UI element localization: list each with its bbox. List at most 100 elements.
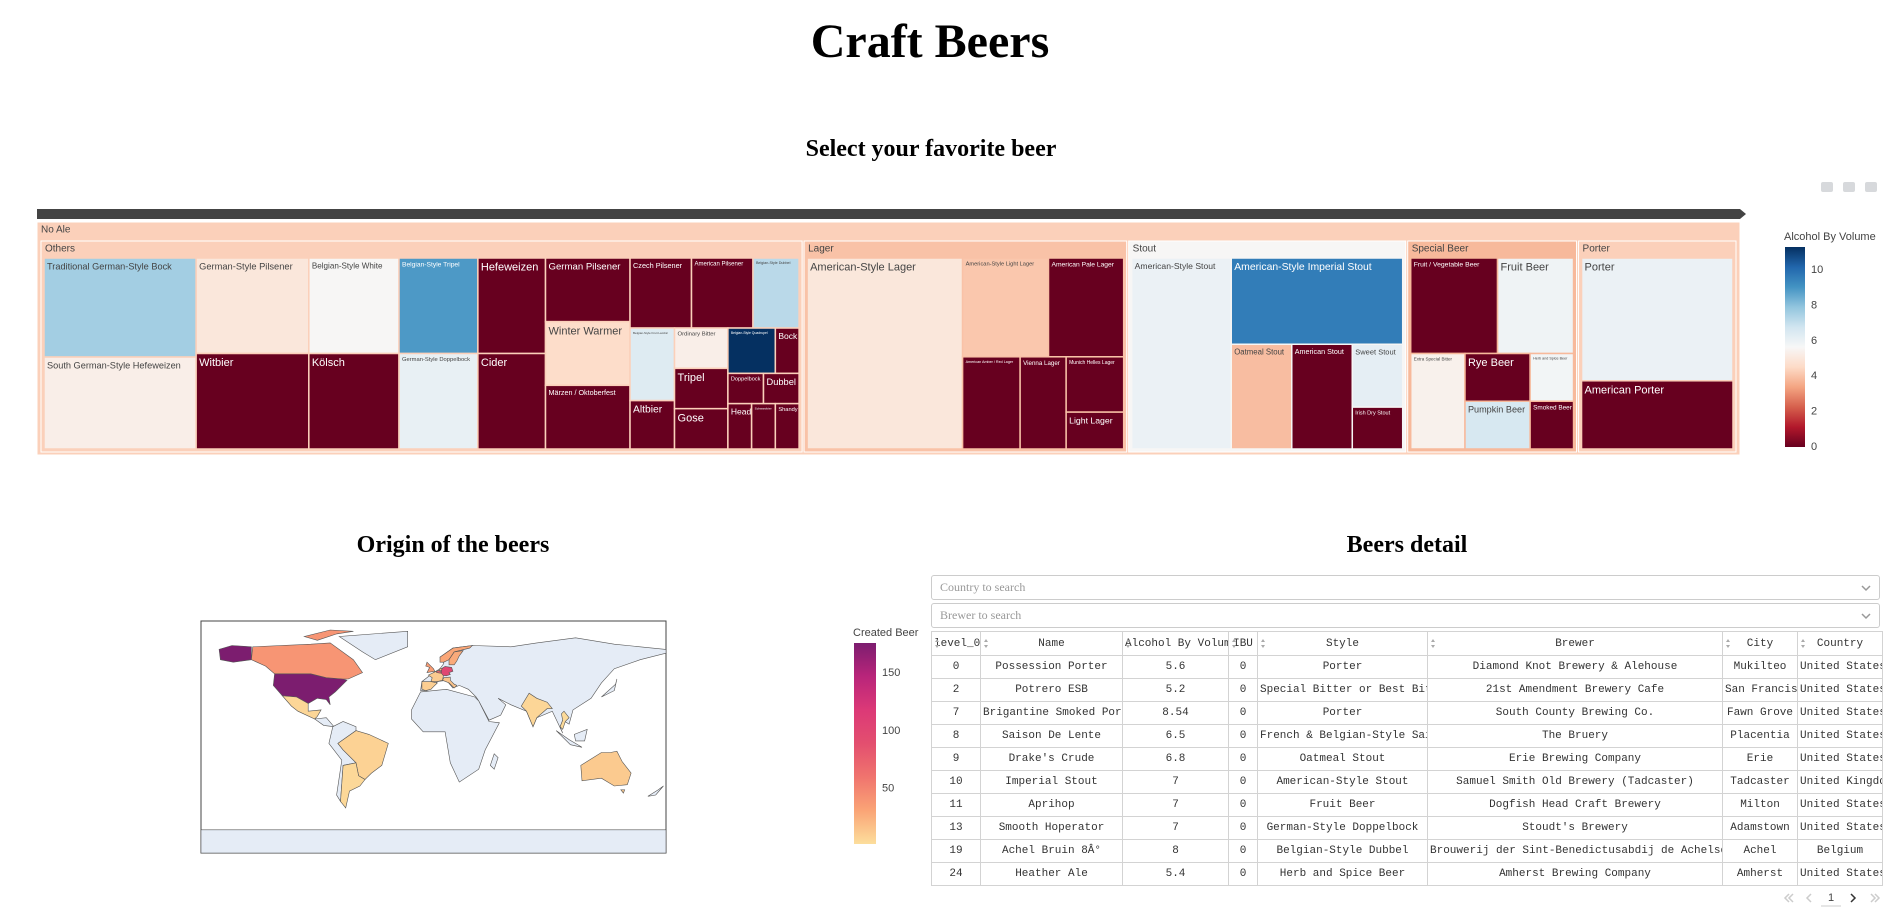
treemap-leaf[interactable]	[727, 327, 777, 375]
column-header[interactable]: City	[1722, 631, 1798, 656]
country[interactable]	[520, 692, 553, 728]
treemap-pathbar[interactable]	[37, 209, 1746, 219]
treemap-leaf[interactable]	[308, 352, 400, 450]
country[interactable]	[425, 661, 436, 673]
treemap-leaf[interactable]	[1464, 400, 1531, 450]
leaf-label: American Amber / Red Lager	[966, 360, 1014, 364]
country[interactable]	[441, 666, 454, 677]
treemap-leaf[interactable]	[752, 257, 800, 329]
treemap-leaf[interactable]	[544, 320, 631, 387]
treemap-leaf[interactable]	[1409, 352, 1466, 450]
leaf-label: Munich Helles Lager	[1069, 360, 1115, 366]
treemap-leaf[interactable]	[961, 257, 1050, 358]
column-header[interactable]: Alcohol By Volume	[1122, 631, 1229, 656]
land	[411, 688, 500, 783]
leaf-label: Extra Special Bitter	[1414, 357, 1453, 362]
treemap-leaf[interactable]	[544, 384, 631, 450]
treemap-leaf[interactable]	[43, 356, 197, 450]
modebar-logo[interactable]	[1865, 182, 1877, 192]
treemap-leaf[interactable]	[673, 407, 729, 450]
country[interactable]	[281, 695, 322, 720]
treemap-leaf[interactable]	[690, 257, 754, 329]
modebar-zoom[interactable]	[1843, 182, 1855, 192]
table-cell: 5.4	[1122, 862, 1229, 886]
treemap-leaf[interactable]	[398, 352, 479, 450]
sort-icon[interactable]	[935, 639, 940, 648]
sort-icon[interactable]	[1126, 639, 1131, 648]
treemap-leaf[interactable]	[1496, 257, 1575, 355]
country[interactable]	[251, 629, 363, 680]
country[interactable]	[340, 762, 366, 809]
treemap-leaf[interactable]	[1019, 356, 1067, 450]
country[interactable]	[559, 710, 570, 730]
treemap-leaf[interactable]	[1130, 257, 1232, 450]
treemap-leaf[interactable]	[961, 356, 1021, 450]
treemap-leaf[interactable]	[43, 257, 197, 358]
table-cell: South County Brewing Co.	[1427, 701, 1723, 725]
page-number[interactable]: 1	[1828, 892, 1834, 904]
column-name: Style	[1325, 637, 1359, 650]
table-cell: 8	[1122, 839, 1229, 863]
treemap-leaf[interactable]	[1351, 343, 1404, 408]
land	[201, 829, 666, 853]
table-cell: Heather Ale	[980, 862, 1123, 886]
table-cell: San Francisco	[1722, 678, 1798, 702]
table-cell: Brouwerij der Sint-Benedictusabdij de Ac…	[1427, 839, 1723, 863]
first-page[interactable]	[1783, 893, 1794, 903]
treemap-leaf[interactable]	[774, 402, 800, 450]
column-header[interactable]: Name	[980, 631, 1123, 656]
column-header[interactable]: level_0	[931, 631, 981, 656]
treemap-leaf[interactable]	[477, 352, 547, 450]
table-cell: 0	[1228, 816, 1258, 840]
treemap-leaf[interactable]	[1065, 356, 1125, 413]
treemap-leaf[interactable]	[1230, 343, 1293, 450]
treemap-leaf[interactable]	[1065, 411, 1125, 450]
treemap-leaf[interactable]	[629, 327, 676, 402]
treemap-leaf[interactable]	[1580, 380, 1734, 450]
table-cell: Belgian-Style Dubbel	[1257, 839, 1428, 863]
treemap-leaf[interactable]	[806, 257, 964, 450]
chart-title: Origin of the beers	[357, 532, 550, 558]
column-header[interactable]: Country	[1797, 631, 1883, 656]
sort-icon[interactable]	[1801, 639, 1806, 648]
treemap-leaf[interactable]	[629, 257, 693, 329]
treemap-leaf[interactable]	[1529, 400, 1575, 450]
treemap-leaf[interactable]	[477, 257, 547, 355]
sort-icon[interactable]	[1232, 639, 1237, 648]
treemap-leaf[interactable]	[1580, 257, 1734, 382]
treemap-leaf[interactable]	[1351, 406, 1404, 450]
country[interactable]	[337, 730, 389, 780]
country[interactable]	[435, 670, 442, 674]
treemap-leaf[interactable]	[1291, 343, 1354, 450]
country[interactable]	[442, 676, 458, 689]
treemap-leaf[interactable]	[673, 327, 729, 370]
country[interactable]	[421, 681, 439, 691]
sort-icon[interactable]	[1726, 639, 1731, 648]
group-label: Porter	[1583, 244, 1611, 255]
last-page[interactable]	[1870, 893, 1881, 903]
table-row: 24 Heather Ale 5.4 0 Herb and Spice Beer Amhe…	[931, 862, 1883, 886]
treemap-leaf[interactable]	[1047, 257, 1125, 358]
treemap-leaf[interactable]	[1464, 352, 1531, 402]
country[interactable]	[439, 645, 474, 663]
next-page[interactable]	[1850, 893, 1857, 903]
country[interactable]	[580, 750, 632, 794]
treemap-leaf[interactable]	[308, 257, 400, 355]
previous-page[interactable]	[1805, 893, 1812, 903]
sort-icon[interactable]	[984, 639, 989, 648]
column-header[interactable]: Brewer	[1427, 631, 1723, 656]
modebar-camera[interactable]	[1821, 182, 1833, 192]
brewer-dropdown[interactable]: Brewer to search	[931, 603, 1880, 628]
treemap-leaf[interactable]	[195, 257, 310, 355]
sort-icon[interactable]	[1431, 639, 1436, 648]
table-cell: 0	[1228, 724, 1258, 748]
treemap-leaf[interactable]	[398, 257, 479, 355]
country[interactable]	[448, 650, 464, 666]
column-header[interactable]: IBU	[1228, 631, 1258, 656]
country-dropdown[interactable]: Country to search	[931, 575, 1880, 600]
treemap-leaf[interactable]	[1230, 257, 1404, 346]
sort-icon[interactable]	[1261, 639, 1266, 648]
column-header[interactable]: Style	[1257, 631, 1428, 656]
treemap-leaf[interactable]	[1409, 257, 1499, 355]
